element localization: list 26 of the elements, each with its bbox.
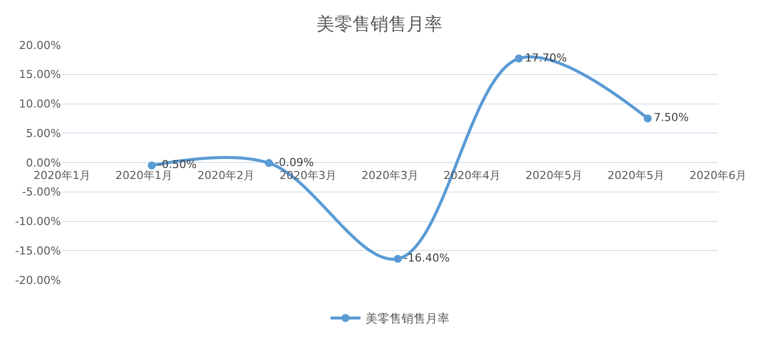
y-tick-label: -5.00% bbox=[22, 186, 61, 199]
y-tick-label: -15.00% bbox=[15, 244, 61, 258]
y-tick-label: 20.00% bbox=[19, 38, 61, 52]
x-tick-label: 2020年2月 bbox=[198, 169, 254, 182]
data-label: -0.09% bbox=[274, 156, 314, 169]
y-tick-label: 5.00% bbox=[26, 126, 61, 140]
point bbox=[644, 114, 652, 122]
x-tick-label: 2020年5月 bbox=[526, 169, 582, 182]
data-label: 7.50% bbox=[654, 111, 689, 124]
x-tick-label: 2020年1月 bbox=[34, 169, 90, 182]
point bbox=[148, 161, 156, 170]
x-tick-label: 2020年5月 bbox=[608, 169, 664, 182]
legend-label: 美零售销售月率 bbox=[366, 312, 450, 326]
x-tick-label: 2020年6月 bbox=[690, 169, 746, 182]
y-tick-label: 0.00% bbox=[26, 156, 61, 170]
data-label: -16.40% bbox=[404, 252, 450, 265]
point bbox=[394, 254, 402, 263]
y-tick-label: 15.00% bbox=[19, 68, 61, 82]
y-tick-label: -10.00% bbox=[15, 215, 61, 228]
point bbox=[264, 159, 273, 168]
x-tick-label: 2020年1月 bbox=[116, 169, 172, 182]
point bbox=[514, 54, 523, 63]
chart-title: 美零售销售月率 bbox=[316, 14, 442, 35]
y-tick-label: -20.00% bbox=[15, 274, 61, 287]
x-tick-label: 2020年3月 bbox=[362, 169, 418, 182]
y-tick-label: 10.00% bbox=[19, 98, 61, 111]
